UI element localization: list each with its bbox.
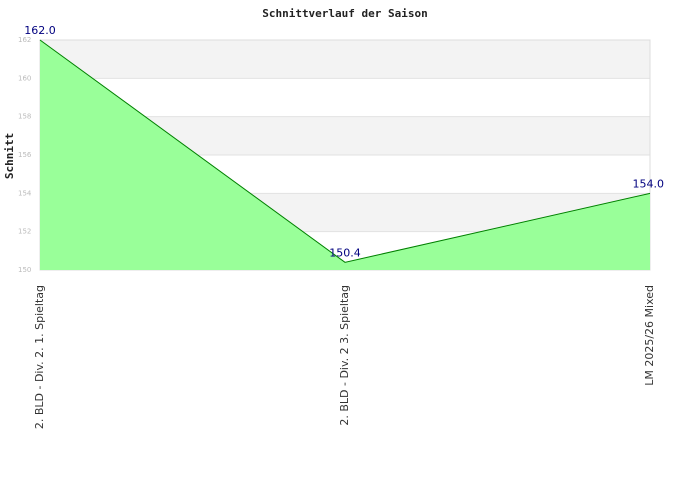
x-tick-label: LM 2025/26 Mixed (643, 285, 656, 386)
grid-band (40, 40, 650, 79)
y-tick-label: 162 (18, 36, 31, 44)
y-tick-label: 160 (18, 74, 31, 82)
x-tick-label: 2. BLD - Div. 2. 1. Spieltag (33, 285, 46, 429)
chart-title: Schnittverlauf der Saison (262, 7, 428, 20)
line (39, 39, 651, 263)
y-tick-label: 150 (18, 266, 31, 274)
value-label: 154.0 (633, 177, 665, 190)
y-axis-label: Schnitt (3, 133, 16, 179)
y-tick-label: 154 (18, 189, 32, 197)
area (40, 40, 650, 270)
y-tick-label: 156 (18, 151, 32, 159)
y-tick-label: 158 (18, 113, 31, 121)
value-label: 150.4 (329, 246, 361, 259)
value-label: 162.0 (24, 24, 56, 37)
x-tick-label: 2. BLD - Div. 2 3. Spieltag (338, 285, 351, 426)
y-tick-label: 152 (18, 228, 31, 236)
